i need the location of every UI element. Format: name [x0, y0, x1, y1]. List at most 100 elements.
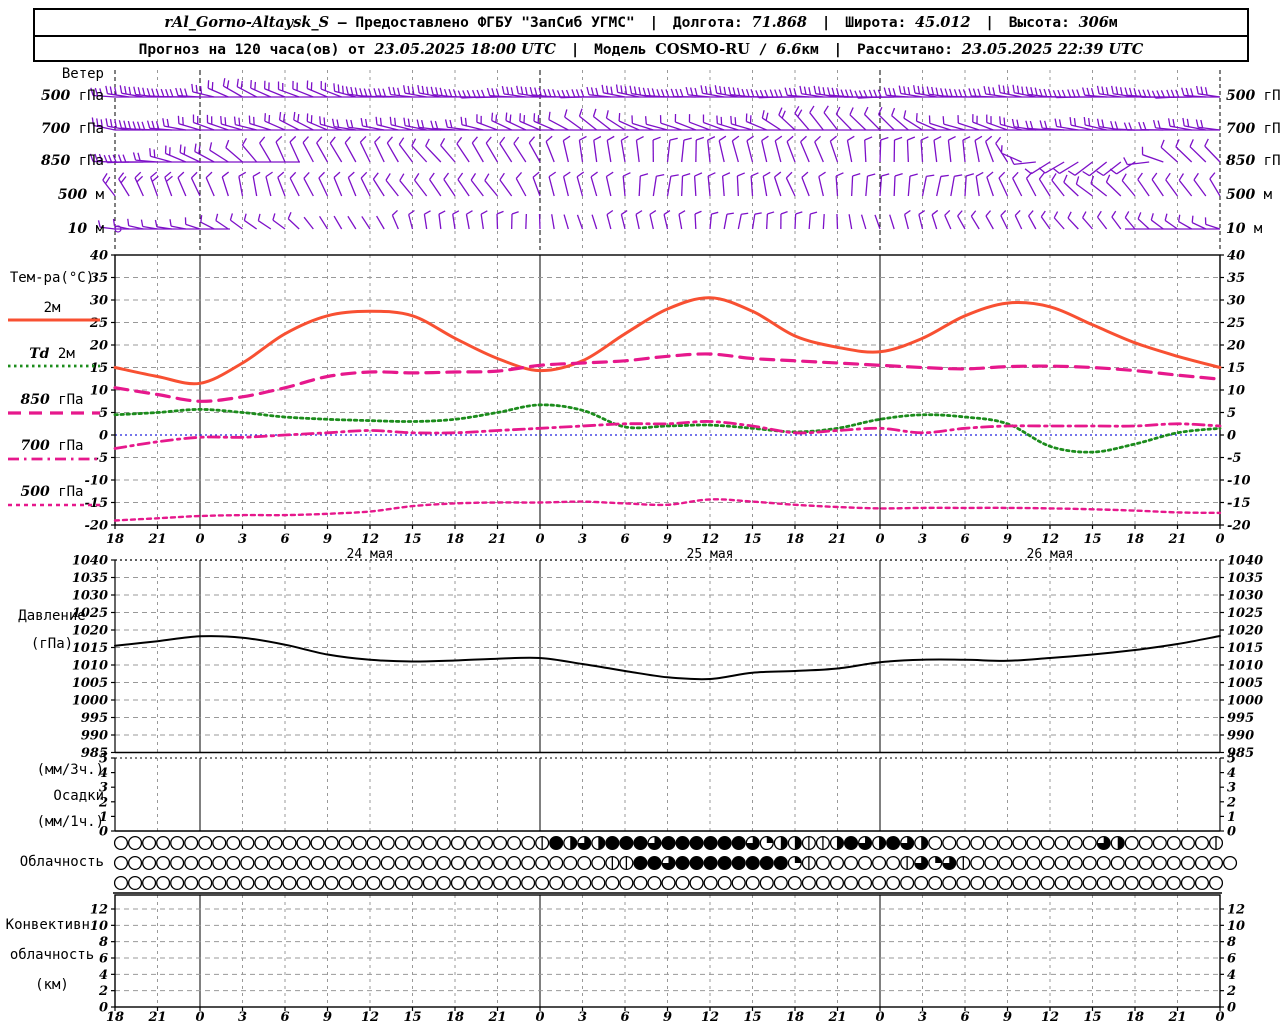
calc-label: Рассчитано:: [856, 42, 954, 58]
header-row-model: Прогноз на 120 часа(ов) от 23.05.2025 18…: [35, 37, 1247, 62]
svg-text:1000: 1000: [1227, 694, 1263, 709]
separator: |: [821, 15, 831, 31]
wind-level-label-500hpa-left: 500 гПа: [41, 88, 104, 104]
provided-label: — Предоставлено ФГБУ "ЗапСиб УГМС": [337, 15, 635, 31]
svg-text:4: 4: [1227, 766, 1236, 781]
convective-panel-unit: (км): [35, 977, 69, 993]
longitude-label: Долгота:: [672, 15, 743, 31]
svg-text:2: 2: [1226, 984, 1236, 999]
svg-text:1015: 1015: [72, 641, 108, 656]
svg-text:9: 9: [1003, 1010, 1012, 1024]
svg-text:10: 10: [90, 384, 108, 399]
svg-text:3: 3: [918, 532, 927, 547]
svg-text:3: 3: [238, 1010, 247, 1024]
svg-text:15: 15: [403, 1010, 421, 1024]
svg-text:3: 3: [578, 1010, 587, 1024]
svg-text:8: 8: [99, 935, 108, 950]
svg-text:1: 1: [1227, 810, 1236, 825]
svg-text:995: 995: [81, 711, 108, 726]
altitude-label: Высота:: [1008, 15, 1070, 31]
pressure-panel-title: Давление: [18, 608, 86, 624]
svg-text:35: 35: [1227, 271, 1245, 286]
svg-text:9: 9: [323, 1010, 332, 1024]
svg-text:0: 0: [195, 532, 204, 547]
wind-level-label-500hpa-right: 500 гПа: [1226, 88, 1280, 104]
legend-500hpa-label: 500 гПа: [20, 484, 84, 500]
temperature-panel-title: Тем-ра(°C): [9, 270, 95, 286]
precip-unit-3h-label: (мм/3ч.): [36, 762, 104, 778]
svg-text:1020: 1020: [72, 624, 108, 639]
precip-unit-1h-label: (мм/1ч.): [36, 814, 104, 830]
svg-text:0: 0: [1215, 532, 1224, 547]
separator: |: [833, 42, 843, 58]
svg-text:0: 0: [875, 532, 884, 547]
svg-text:18: 18: [786, 532, 804, 547]
svg-text:6: 6: [960, 1010, 969, 1024]
svg-text:15: 15: [743, 1010, 761, 1024]
svg-text:9: 9: [323, 532, 332, 547]
svg-text:0: 0: [535, 1010, 544, 1024]
svg-text:10: 10: [1227, 384, 1245, 399]
svg-text:0: 0: [195, 1010, 204, 1024]
separator: |: [985, 15, 995, 31]
svg-text:15: 15: [1227, 361, 1245, 376]
svg-text:6: 6: [280, 532, 289, 547]
svg-text:4: 4: [99, 968, 108, 983]
svg-text:25: 25: [89, 316, 108, 331]
svg-text:21: 21: [827, 1010, 846, 1024]
svg-text:18: 18: [1126, 1010, 1144, 1024]
svg-text:2: 2: [98, 984, 108, 999]
svg-text:18: 18: [106, 532, 124, 547]
svg-text:30: 30: [90, 294, 108, 309]
svg-text:9: 9: [663, 532, 672, 547]
svg-text:40: 40: [90, 249, 108, 264]
pressure-panel-unit: (гПа): [30, 636, 74, 652]
svg-text:1030: 1030: [1227, 589, 1263, 604]
convective-panel-title-1: Конвективн.: [5, 917, 99, 933]
forecast-start-value: 23.05.2025 18:00 UTC: [374, 41, 556, 58]
svg-text:12: 12: [1041, 1010, 1059, 1024]
svg-text:1020: 1020: [1227, 624, 1263, 639]
svg-text:6: 6: [960, 532, 969, 547]
svg-text:-10: -10: [85, 474, 109, 489]
altitude-unit: м: [1108, 15, 1118, 31]
svg-text:18: 18: [1126, 532, 1144, 547]
svg-text:3: 3: [99, 781, 108, 796]
altitude-value: 306: [1078, 14, 1109, 31]
latitude-value: 45.012: [915, 14, 971, 31]
svg-text:0: 0: [1227, 429, 1236, 444]
svg-text:21: 21: [1167, 1010, 1186, 1024]
svg-text:5: 5: [1227, 406, 1236, 421]
svg-text:9: 9: [1003, 532, 1012, 547]
svg-text:990: 990: [1227, 729, 1254, 744]
legend-850hpa-label: 850 гПа: [20, 392, 84, 408]
svg-text:40: 40: [1227, 249, 1245, 264]
forecast-label: Прогноз на 120 часа(ов) от: [138, 42, 366, 58]
svg-text:21: 21: [1167, 532, 1186, 547]
svg-text:12: 12: [361, 1010, 379, 1024]
svg-text:0: 0: [1227, 825, 1236, 840]
svg-text:2: 2: [1226, 795, 1236, 810]
svg-text:6: 6: [280, 1010, 289, 1024]
svg-text:21: 21: [147, 532, 166, 547]
svg-text:1025: 1025: [72, 606, 108, 621]
wind-level-label-850hpa-left: 850 гПа: [41, 153, 104, 169]
model-resolution-unit: км: [801, 42, 819, 58]
svg-text:1010: 1010: [1227, 659, 1263, 674]
svg-text:21: 21: [487, 1010, 506, 1024]
svg-text:-20: -20: [85, 519, 109, 534]
svg-text:15: 15: [743, 532, 761, 547]
svg-text:24 мая: 24 мая: [347, 547, 394, 562]
svg-text:1040: 1040: [72, 554, 108, 569]
station-name: rAl_Gorno-Altaysk_S: [164, 14, 330, 31]
svg-text:-10: -10: [1227, 474, 1251, 489]
svg-text:8: 8: [1227, 935, 1236, 950]
wind-level-label-10m-left: 10 м: [67, 221, 104, 237]
cloud-panel-title: Облачность: [19, 854, 104, 870]
svg-text:12: 12: [701, 532, 719, 547]
svg-text:18: 18: [446, 532, 464, 547]
svg-text:20: 20: [1226, 339, 1245, 354]
svg-text:10: 10: [90, 919, 108, 934]
